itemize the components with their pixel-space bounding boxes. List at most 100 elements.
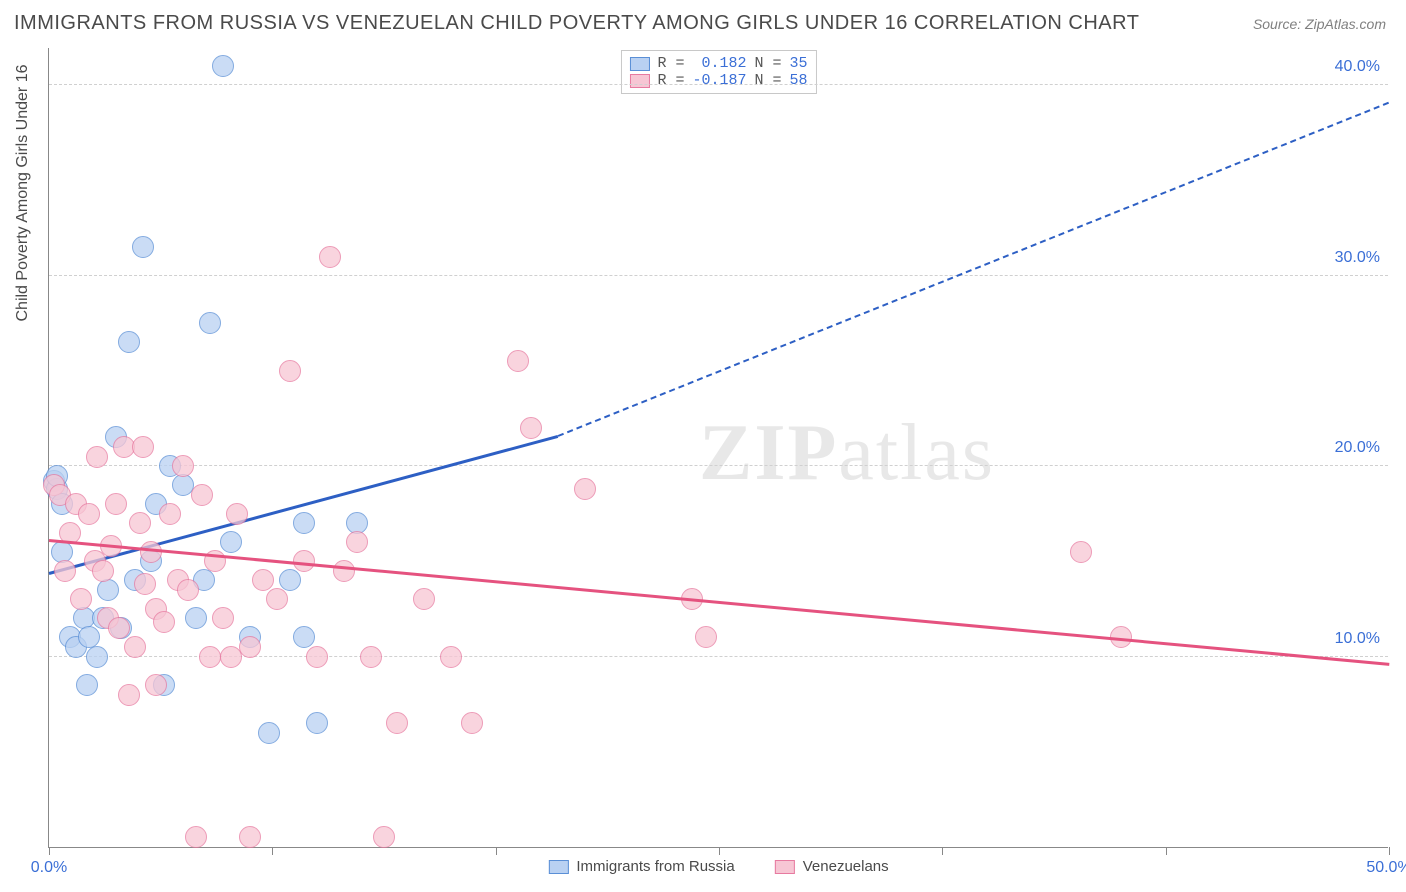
x-tick xyxy=(719,847,720,855)
data-point xyxy=(212,607,234,629)
data-point xyxy=(212,55,234,77)
legend-item: Venezuelans xyxy=(775,858,889,875)
data-point xyxy=(97,579,119,601)
data-point xyxy=(199,646,221,668)
legend-row: R = -0.187 N = 58 xyxy=(629,72,807,89)
legend-label: Immigrants from Russia xyxy=(576,858,734,875)
data-point xyxy=(695,626,717,648)
gridline-h xyxy=(49,275,1388,276)
data-point xyxy=(86,646,108,668)
data-point xyxy=(153,611,175,633)
data-point xyxy=(279,569,301,591)
trend-line xyxy=(558,102,1390,437)
n-value: 58 xyxy=(790,72,808,89)
data-point xyxy=(78,503,100,525)
data-point xyxy=(145,674,167,696)
data-point xyxy=(54,560,76,582)
data-point xyxy=(177,579,199,601)
x-tick-label: 0.0% xyxy=(31,859,67,877)
data-point xyxy=(172,455,194,477)
data-point xyxy=(132,436,154,458)
y-tick-label: 20.0% xyxy=(1335,439,1380,457)
legend-swatch xyxy=(775,860,795,874)
data-point xyxy=(360,646,382,668)
data-point xyxy=(124,636,146,658)
data-point xyxy=(185,826,207,848)
data-point xyxy=(129,512,151,534)
x-tick xyxy=(1166,847,1167,855)
data-point xyxy=(220,531,242,553)
data-point xyxy=(258,722,280,744)
r-value: -0.187 xyxy=(692,72,746,89)
data-point xyxy=(252,569,274,591)
data-point xyxy=(1070,541,1092,563)
data-point xyxy=(440,646,462,668)
data-point xyxy=(507,350,529,372)
source-attribution: Source: ZipAtlas.com xyxy=(1253,16,1386,32)
data-point xyxy=(92,560,114,582)
data-point xyxy=(279,360,301,382)
data-point xyxy=(132,236,154,258)
x-tick xyxy=(272,847,273,855)
data-point xyxy=(159,503,181,525)
data-point xyxy=(306,646,328,668)
chart-title: IMMIGRANTS FROM RUSSIA VS VENEZUELAN CHI… xyxy=(14,12,1139,35)
data-point xyxy=(293,626,315,648)
data-point xyxy=(76,674,98,696)
data-point xyxy=(86,446,108,468)
x-tick xyxy=(1389,847,1390,855)
x-tick xyxy=(49,847,50,855)
x-tick xyxy=(496,847,497,855)
r-label: R = xyxy=(657,72,684,89)
legend-swatch xyxy=(629,57,649,71)
data-point xyxy=(461,712,483,734)
x-tick xyxy=(942,847,943,855)
data-point xyxy=(134,573,156,595)
data-point xyxy=(105,493,127,515)
data-point xyxy=(118,331,140,353)
data-point xyxy=(386,712,408,734)
data-point xyxy=(266,588,288,610)
data-point xyxy=(70,588,92,610)
data-point xyxy=(520,417,542,439)
watermark: ZIPatlas xyxy=(699,408,995,499)
n-label: N = xyxy=(755,55,782,72)
n-label: N = xyxy=(755,72,782,89)
data-point xyxy=(306,712,328,734)
data-point xyxy=(333,560,355,582)
data-point xyxy=(239,636,261,658)
plot-area: ZIPatlas R = 0.182 N = 35R = -0.187 N = … xyxy=(48,48,1388,848)
y-tick-label: 10.0% xyxy=(1335,630,1380,648)
data-point xyxy=(373,826,395,848)
legend-row: R = 0.182 N = 35 xyxy=(629,55,807,72)
data-point xyxy=(118,684,140,706)
n-value: 35 xyxy=(790,55,808,72)
y-tick-label: 30.0% xyxy=(1335,249,1380,267)
data-point xyxy=(293,512,315,534)
data-point xyxy=(413,588,435,610)
data-point xyxy=(185,607,207,629)
x-tick-label: 50.0% xyxy=(1366,859,1406,877)
data-point xyxy=(191,484,213,506)
legend-swatch xyxy=(548,860,568,874)
data-point xyxy=(199,312,221,334)
y-axis-label: Child Poverty Among Girls Under 16 xyxy=(14,65,32,322)
r-label: R = xyxy=(657,55,684,72)
gridline-h xyxy=(49,465,1388,466)
correlation-legend: R = 0.182 N = 35R = -0.187 N = 58 xyxy=(620,50,816,94)
legend-item: Immigrants from Russia xyxy=(548,858,734,875)
source-prefix: Source: xyxy=(1253,16,1305,32)
data-point xyxy=(319,246,341,268)
data-point xyxy=(226,503,248,525)
gridline-h xyxy=(49,84,1388,85)
source-link[interactable]: ZipAtlas.com xyxy=(1305,16,1386,32)
data-point xyxy=(346,531,368,553)
legend-swatch xyxy=(629,74,649,88)
y-tick-label: 40.0% xyxy=(1335,58,1380,76)
series-legend: Immigrants from Russia Venezuelans xyxy=(548,858,888,875)
data-point xyxy=(239,826,261,848)
data-point xyxy=(108,617,130,639)
data-point xyxy=(574,478,596,500)
legend-label: Venezuelans xyxy=(803,858,889,875)
r-value: 0.182 xyxy=(692,55,746,72)
